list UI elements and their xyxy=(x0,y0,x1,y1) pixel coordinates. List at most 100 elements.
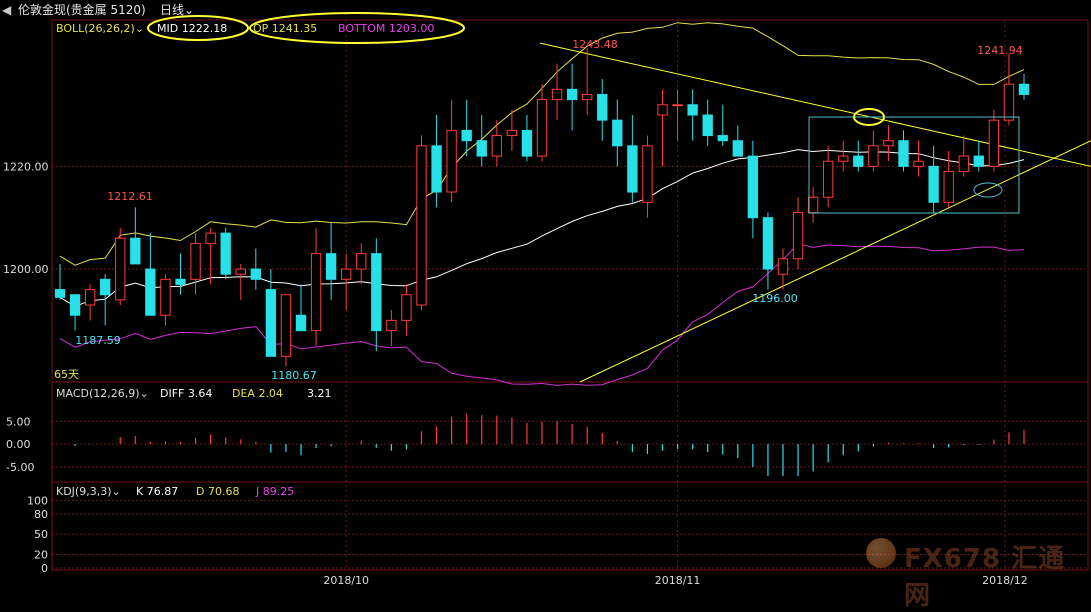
candle-body xyxy=(838,155,849,162)
candle-body xyxy=(597,93,608,121)
candle-body xyxy=(220,232,231,275)
macd-tick-label: -5.00 xyxy=(6,461,34,474)
chevron-down-icon: ⌄ xyxy=(184,3,195,17)
support-trendline xyxy=(579,140,1091,383)
back-arrow-icon[interactable]: ◀ xyxy=(2,3,12,17)
candle-body xyxy=(1018,83,1030,95)
candle-body xyxy=(582,93,593,101)
resistance-trendline xyxy=(539,42,1091,167)
candle-body xyxy=(416,145,427,306)
instrument-title[interactable]: 伦敦金现(贵金属 5120) xyxy=(18,3,146,17)
candle-body xyxy=(160,278,171,316)
candle-body xyxy=(762,217,774,270)
period-note: 65天 xyxy=(54,368,79,381)
watermark-logo xyxy=(866,538,896,568)
candle-body xyxy=(446,129,457,193)
boll-bottom-value: BOTTOM 1203.00 xyxy=(338,22,434,35)
candle-body xyxy=(807,196,819,214)
candle-body xyxy=(883,140,894,147)
candle-body xyxy=(627,145,638,193)
candle-body xyxy=(341,268,352,280)
candle-body xyxy=(130,237,141,265)
candle-body xyxy=(295,314,307,332)
candle-body xyxy=(536,99,548,157)
candle-body xyxy=(265,289,277,357)
candle-body xyxy=(310,253,322,332)
candle-body xyxy=(431,145,442,193)
candle-body xyxy=(612,119,623,147)
period-selector[interactable]: 日线⌄ xyxy=(160,0,194,20)
candle-body xyxy=(69,294,81,316)
candle-body xyxy=(973,155,984,167)
candle-body xyxy=(371,253,382,332)
candle-body xyxy=(205,232,216,244)
boll-mid-value: MID 1222.18 xyxy=(157,22,227,35)
candle-body xyxy=(84,289,96,306)
boll-mid-line xyxy=(59,149,1025,307)
kdj-tick-label: 50 xyxy=(34,528,48,541)
consolidation-box xyxy=(808,116,1020,214)
title-bar: ◀ 伦敦金现(贵金属 5120) 日线⌄ xyxy=(0,0,1091,20)
macd-tick-label: 0.00 xyxy=(6,438,31,451)
kdj-d-value: D 70.68 xyxy=(196,485,239,498)
macd-value: 3.21 xyxy=(307,387,332,400)
candle-body xyxy=(777,258,789,275)
low-annotation: 1196.00 xyxy=(752,292,798,305)
boll-bottom-line xyxy=(59,243,1025,386)
kdj-j-value: J 89.25 xyxy=(255,485,294,498)
price-tick-label: 1220.00 xyxy=(3,160,49,173)
candle-body xyxy=(476,140,487,157)
kdj-tick-label: 20 xyxy=(34,548,48,561)
candle-body xyxy=(702,114,713,137)
kdj-label: KDJ(9,3,3)⌄ xyxy=(56,485,121,498)
candle-body xyxy=(943,170,954,203)
candle-body xyxy=(732,140,743,157)
boll-top-value: OP 1241.35 xyxy=(253,22,317,35)
candle-body xyxy=(356,253,367,270)
kdj-tick-label: 80 xyxy=(34,508,48,521)
candle-body xyxy=(823,160,834,198)
macd-dea-value: DEA 2.04 xyxy=(232,387,283,400)
boll-label: BOLL(26,26,2)⌄ xyxy=(56,22,144,35)
candle-body xyxy=(642,145,653,203)
highlight-circle xyxy=(973,182,1003,198)
highlight-ellipse xyxy=(249,12,465,44)
candle-body xyxy=(898,140,909,167)
watermark-text: FX678 汇通网 xyxy=(904,544,1066,611)
candle-body xyxy=(190,242,201,280)
candle-body xyxy=(491,135,502,157)
candle-body xyxy=(461,129,472,142)
kdj-k-value: K 76.87 xyxy=(136,485,178,498)
candle-body xyxy=(521,129,533,157)
kdj-panel xyxy=(51,481,1089,571)
level-annotation: 1212.61 xyxy=(107,190,153,203)
candle-body xyxy=(913,160,924,167)
candle-body xyxy=(280,294,292,357)
period-label: 日线 xyxy=(160,3,185,17)
candle-body xyxy=(175,278,186,285)
candle-body xyxy=(657,104,668,116)
low-annotation: 1187.59 xyxy=(75,334,121,347)
low-annotation: 1180.67 xyxy=(271,369,317,382)
x-axis-label: 2018/12 xyxy=(982,574,1028,587)
candle-body xyxy=(386,319,397,332)
high-annotation: 1243.48 xyxy=(572,38,618,51)
candle-body xyxy=(747,155,759,219)
x-axis-label: 2018/10 xyxy=(323,574,369,587)
high-annotation: 1241.94 xyxy=(977,44,1023,57)
watermark: FX678 汇通网 xyxy=(866,536,1081,611)
candle-body xyxy=(325,253,337,280)
candle-body xyxy=(115,237,126,301)
highlight-circle xyxy=(853,108,885,126)
candle-body xyxy=(401,294,412,321)
candle-body xyxy=(928,165,939,203)
candle-body xyxy=(672,104,683,107)
candle-body xyxy=(868,145,879,167)
candle-body xyxy=(1003,83,1015,121)
candle-body xyxy=(100,278,111,296)
macd-label: MACD(12,26,9)⌄ xyxy=(56,387,149,400)
candle-body xyxy=(145,268,156,316)
highlight-ellipse xyxy=(147,15,249,41)
candle-body xyxy=(566,88,578,101)
